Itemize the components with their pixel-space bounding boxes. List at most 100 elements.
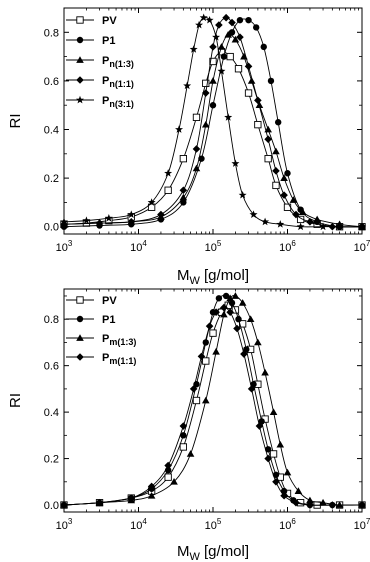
legend-marker	[76, 296, 84, 304]
data-point	[205, 15, 214, 24]
data-point	[261, 368, 269, 376]
data-point	[212, 32, 221, 41]
data-point	[217, 43, 226, 50]
data-point	[272, 167, 280, 175]
data-point	[180, 199, 187, 206]
data-point	[179, 186, 188, 195]
data-point	[175, 125, 184, 133]
data-point	[183, 81, 192, 90]
data-point	[215, 21, 223, 29]
data-point	[249, 210, 258, 218]
data-point	[170, 478, 178, 485]
legend-marker	[76, 76, 84, 84]
legend-entry: P1	[102, 314, 115, 326]
series-line	[63, 295, 363, 506]
data-point	[205, 322, 214, 330]
data-point	[201, 89, 210, 97]
data-point	[284, 170, 291, 177]
data-point	[147, 198, 156, 206]
x-tick-label: 105	[205, 517, 222, 532]
data-point	[245, 16, 252, 24]
data-point	[319, 222, 328, 231]
series-4	[60, 303, 366, 509]
data-point	[267, 77, 275, 85]
data-point	[189, 385, 198, 393]
y-tick-label: 0.4	[44, 407, 59, 419]
data-point	[179, 193, 188, 201]
data-point	[244, 62, 253, 71]
data-point	[231, 159, 240, 167]
data-point	[157, 210, 165, 219]
data-point	[272, 471, 280, 479]
data-point	[95, 498, 104, 507]
legend-entry: P1	[102, 35, 115, 47]
data-point	[226, 308, 234, 317]
data-point	[272, 147, 280, 155]
x-tick-label: 107	[354, 239, 370, 254]
data-point	[236, 16, 244, 24]
data-point	[280, 191, 288, 199]
series-4	[60, 13, 366, 231]
data-point	[358, 501, 366, 509]
series-1	[60, 48, 366, 231]
data-point	[306, 496, 314, 504]
data-point	[280, 491, 288, 500]
data-point	[264, 446, 272, 453]
y-tick-label: 0.8	[44, 314, 59, 326]
data-point	[189, 45, 198, 53]
data-point	[220, 310, 228, 318]
data-point	[215, 295, 223, 302]
data-point	[164, 461, 172, 470]
data-point	[319, 498, 327, 506]
data-point	[272, 181, 280, 190]
data-point	[179, 155, 188, 163]
data-point	[192, 396, 201, 405]
data-point	[306, 501, 314, 509]
chart-panel-2: 103 104 105 106 107 0.0 0.2 0.4 0.6 0.8 MW [g/mol]…	[7, 288, 370, 562]
data-point	[199, 13, 208, 22]
data-point	[201, 396, 210, 404]
data-point	[296, 222, 305, 231]
data-point	[238, 299, 247, 306]
data-point	[209, 102, 217, 109]
data-point	[192, 113, 201, 122]
data-point	[247, 385, 256, 393]
data-point	[202, 357, 210, 365]
x-tick-label: 105	[205, 239, 222, 254]
x-tick-label: 106	[279, 517, 296, 532]
y-tick-label: 0.8	[44, 27, 59, 39]
series-line	[63, 33, 363, 228]
data-point	[224, 30, 233, 38]
series-5	[60, 13, 366, 231]
data-point	[358, 222, 366, 231]
data-point	[95, 219, 104, 227]
data-point	[226, 52, 234, 61]
legend-marker	[76, 353, 84, 361]
legend-entry: Pn(1:3)	[102, 55, 134, 69]
legend-entry: Pn(1:1)	[102, 75, 134, 89]
legend-marker	[76, 315, 84, 323]
x-tick-label: 104	[130, 239, 147, 254]
data-point	[264, 155, 272, 163]
data-point	[274, 119, 282, 126]
data-point	[104, 214, 113, 222]
data-point	[60, 220, 68, 229]
x-tick-label: 103	[56, 239, 73, 254]
data-point	[224, 113, 233, 121]
data-point	[217, 66, 226, 75]
legend: PV P1 Pm(1:3) Pm(1:1)	[66, 295, 136, 366]
data-point	[254, 120, 262, 129]
data-point	[186, 450, 195, 457]
data-point	[179, 422, 188, 430]
data-point	[127, 494, 136, 502]
data-point	[147, 491, 156, 499]
data-point	[335, 220, 344, 228]
data-point	[222, 292, 230, 300]
legend: PV P1 Pn(1:3) Pn(1:1) Pn(3:1)	[66, 15, 134, 109]
data-point	[228, 18, 236, 27]
data-point	[292, 210, 300, 219]
y-tick-label: 0.2	[44, 173, 59, 185]
data-point	[264, 135, 272, 144]
data-point	[209, 329, 217, 337]
legend-marker	[76, 334, 84, 341]
